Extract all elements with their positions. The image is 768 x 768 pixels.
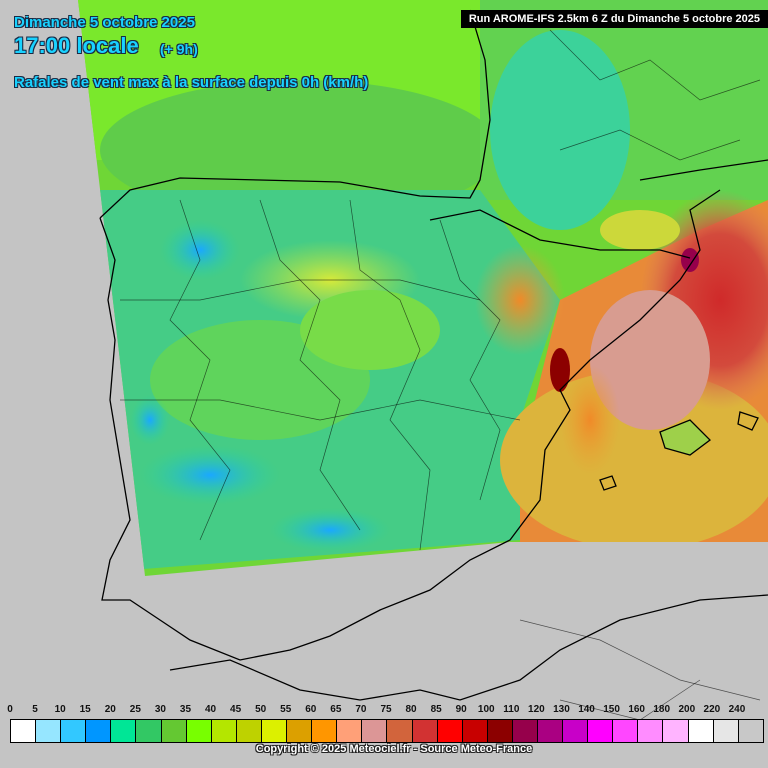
regional-borders [120, 29, 761, 721]
legend-swatch [387, 720, 413, 742]
legend-swatch [111, 720, 137, 742]
legend-swatch [437, 720, 463, 742]
legend-swatch [136, 720, 162, 742]
legend-swatch [487, 720, 513, 742]
legend-swatch [663, 720, 689, 742]
legend-swatch [613, 720, 639, 742]
legend-tick: 5 [32, 704, 38, 715]
legend-tick: 35 [179, 704, 192, 715]
forecast-time: 17:00 locale [14, 33, 139, 58]
legend-tick: 55 [280, 704, 292, 715]
run-label: Run AROME-IFS 2.5km 6 Z du Dimanche 5 oc… [460, 10, 768, 28]
forecast-date: Dimanche 5 octobre 2025 [14, 14, 195, 31]
legend-tick: 130 [553, 704, 570, 715]
legend-tick: 240 [728, 704, 746, 715]
legend-swatch [337, 720, 363, 742]
legend-swatch [412, 720, 438, 742]
legend-tick: 45 [230, 704, 242, 715]
legend-swatch [36, 720, 62, 742]
legend-tick: 180 [653, 704, 671, 715]
legend-tick: 60 [305, 704, 317, 715]
legend-tick: 0 [7, 704, 13, 715]
legend-tick: 150 [603, 704, 620, 715]
legend-swatch [186, 720, 212, 742]
legend-tick: 220 [703, 704, 721, 715]
legend-tick: 160 [628, 704, 645, 715]
color-scale [10, 719, 764, 743]
legend-tick: 40 [204, 704, 217, 715]
legend-swatch [713, 720, 739, 742]
legend-tick: 50 [255, 704, 267, 715]
legend-tick: 75 [380, 704, 392, 715]
forecast-offset: (+ 9h) [160, 41, 198, 57]
legend-tick: 10 [54, 704, 66, 715]
legend-swatch [312, 720, 338, 742]
legend-swatch [588, 720, 614, 742]
legend-swatch [236, 720, 262, 742]
legend-swatch [287, 720, 313, 742]
legend-tick: 200 [678, 704, 696, 715]
legend-swatch [688, 720, 714, 742]
legend-swatch [362, 720, 388, 742]
parameter-title: Rafales de vent max à la surface depuis … [14, 74, 369, 91]
legend-tick: 120 [528, 704, 545, 715]
legend-tick: 85 [430, 704, 442, 715]
legend-tick: 20 [104, 704, 116, 715]
legend-ticks: 0 5 10 15 20 25 30 35 40 45 50 55 60 65 70 75 80 85 90 100 1… [0, 704, 768, 718]
legend-swatch [462, 720, 488, 742]
legend-swatch [86, 720, 112, 742]
legend-swatch [11, 720, 37, 742]
legend-tick: 65 [330, 704, 342, 715]
legend-tick: 70 [355, 704, 367, 715]
legend-tick: 140 [578, 704, 595, 715]
legend-swatch [638, 720, 664, 742]
copyright: Copyright © 2025 Meteociel.fr - Source M… [255, 743, 533, 755]
coastlines [99, 9, 768, 701]
legend-tick: 110 [503, 704, 520, 715]
legend-tick: 100 [477, 704, 495, 715]
legend-swatch [738, 720, 763, 742]
legend-swatch [563, 720, 589, 742]
legend-swatch [261, 720, 288, 742]
legend-swatch [537, 720, 564, 742]
legend-tick: 30 [154, 704, 166, 715]
legend-tick: 25 [129, 704, 141, 715]
legend-tick: 80 [405, 704, 417, 715]
legend-swatch [61, 720, 87, 742]
legend-tick: 15 [79, 704, 91, 715]
legend-swatch [211, 720, 237, 742]
legend-tick: 90 [455, 704, 467, 715]
legend-swatch [161, 720, 187, 742]
legend-swatch [512, 720, 538, 742]
